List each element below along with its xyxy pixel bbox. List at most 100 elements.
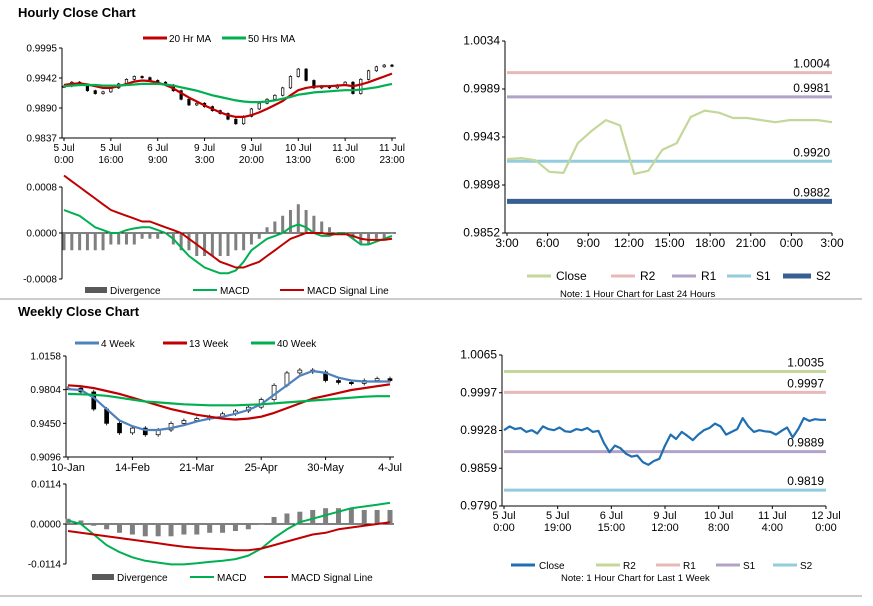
hourly-macd-divergence-bar — [78, 233, 82, 251]
legend-label-signal-wk: MACD Signal Line — [291, 573, 373, 584]
weekly-pivot-close-line — [503, 417, 826, 466]
weekly-price-legend: 4 Week 13 Week 40 Week — [75, 339, 317, 350]
weekly-price-4-week-line — [67, 369, 390, 432]
weekly-macd-legend: Divergence MACD MACD Signal Line — [92, 573, 373, 584]
weekly-price-xtick-label: 4-Jul — [378, 462, 402, 474]
hourly-price-candle — [195, 102, 199, 106]
legend-label-r2-w: R2 — [623, 561, 636, 572]
hourly-price-xtick-label: 5 Jul — [53, 143, 74, 154]
hourly-pivot-xtick-label: 3:00 — [820, 236, 844, 250]
legend-swatch-divergence — [85, 287, 107, 293]
weekly-macd-divergence-bar — [310, 509, 316, 524]
legend-label-r1-h: R1 — [701, 269, 717, 283]
hourly-macd-divergence-bar — [312, 215, 316, 233]
hourly-pivot-xtick-label: 9:00 — [577, 236, 601, 250]
hourly-pivot-ytick-label: 0.9898 — [463, 178, 500, 192]
weekly-price-xtick-label: 21-Mar — [179, 462, 214, 474]
weekly-pivot-legend: Close R2 R1 S1 S2 Note: 1 Hour Chart for… — [511, 561, 813, 584]
weekly-macd-divergence-bar — [374, 509, 380, 524]
legend-label-divergence-wk: Divergence — [117, 573, 168, 584]
hourly-macd-divergence-bar — [367, 233, 371, 245]
hourly-pivot-xtick-label: 0:00 — [780, 236, 804, 250]
hourly-pivot-close-line — [506, 109, 833, 175]
weekly-pivot-xtick-label: 6 Jul — [600, 510, 623, 522]
weekly-macd-macd-line — [67, 501, 391, 566]
hourly-price-candle — [140, 76, 144, 79]
hourly-macd-macd-line — [63, 209, 393, 275]
legend-label-13wk: 13 Week — [189, 339, 229, 350]
hourly-price-xtick-label: 13:00 — [286, 155, 311, 166]
weekly-price-candle — [387, 378, 393, 381]
weekly-macd-signal-line — [67, 521, 391, 552]
hourly-price-xtick-label: 20:00 — [239, 155, 264, 166]
weekly-price-ytick-label: 0.9804 — [30, 385, 61, 396]
hourly-macd-divergence-bar — [382, 233, 386, 239]
hourly-macd-divergence-bar — [187, 233, 191, 251]
hourly-price-xtick-label: 6:00 — [335, 155, 355, 166]
hourly-price-candle — [132, 76, 136, 80]
weekly-price-ytick-label: 1.0158 — [30, 352, 61, 363]
hourly-macd-divergence-bar — [328, 227, 332, 233]
weekly-pivot-xtick-label: 19:00 — [544, 522, 572, 534]
hourly-macd-divergence-bar — [273, 221, 277, 233]
hourly-price-ytick-label: 0.9890 — [26, 104, 57, 115]
weekly-macd-divergence-bar — [207, 524, 213, 533]
weekly-price-xtick-label: 25-Apr — [245, 462, 278, 474]
hourly-price-candle — [312, 80, 316, 89]
hourly-pivot-xtick-label: 6:00 — [536, 236, 560, 250]
hourly-pivot-ytick-label: 0.9989 — [463, 82, 500, 96]
hourly-price-xtick-label: 9 Jul — [241, 143, 262, 154]
legend-label-4wk: 4 Week — [101, 339, 136, 350]
hourly-macd-divergence-bar — [140, 233, 144, 239]
legend-label-signal: MACD Signal Line — [307, 286, 389, 297]
hourly-macd-divergence-bar — [179, 233, 183, 251]
hourly-macd-divergence-bar — [218, 233, 222, 256]
legend-label-r1-w: R1 — [683, 561, 696, 572]
weekly-macd-divergence-bar — [387, 509, 393, 524]
weekly-price-candle — [336, 380, 341, 383]
weekly-macd-divergence-bar — [258, 524, 264, 525]
weekly-section-title: Weekly Close Chart — [18, 304, 140, 319]
weekly-pivot-note: Note: 1 Hour Chart for Last 1 Week — [561, 573, 710, 584]
hourly-price-candle — [93, 90, 97, 94]
hourly-macd-divergence-bar — [320, 221, 324, 233]
hourly-price-candle — [101, 91, 105, 94]
legend-label-s2-h: S2 — [816, 269, 831, 283]
weekly-macd-divergence-bar — [181, 524, 187, 535]
weekly-pivot-xtick-label: 8:00 — [708, 522, 729, 534]
hourly-macd-ytick-label: 0.0008 — [26, 183, 57, 194]
legend-label-s1-h: S1 — [756, 269, 771, 283]
weekly-pivot-xtick-label: 0:00 — [493, 522, 514, 534]
hourly-section-title: Hourly Close Chart — [18, 5, 136, 20]
hourly-price-candle — [382, 64, 386, 68]
weekly-pivot-level-label-s1: 0.9889 — [787, 436, 824, 450]
hourly-price-candle — [374, 66, 378, 72]
hourly-macd-divergence-bar — [265, 227, 269, 233]
hourly-macd-divergence-bar — [85, 233, 89, 251]
hourly-price-legend: 20 Hr MA 50 Hrs MA — [143, 34, 296, 45]
weekly-pivot-xtick-label: 5 Jul — [492, 510, 515, 522]
hourly-price-candle — [249, 108, 254, 117]
hourly-price-candle — [281, 87, 285, 96]
hourly-macd-divergence-bar — [132, 233, 136, 245]
hourly-price-xtick-label: 9:00 — [148, 155, 168, 166]
weekly-macd-divergence-bar — [168, 524, 174, 537]
weekly-macd-ytick-label: -0.0114 — [28, 560, 62, 571]
weekly-price-candle — [297, 369, 303, 374]
hourly-macd-divergence-bar — [374, 233, 378, 239]
weekly-macd-divergence-bar — [91, 524, 97, 526]
hourly-price-xtick-label: 6 Jul — [147, 143, 168, 154]
weekly-macd-divergence-bar — [117, 524, 123, 533]
hourly-price-candle — [257, 102, 261, 110]
hourly-pivot-xtick-label: 15:00 — [654, 236, 684, 250]
hourly-macd-divergence-bar — [257, 233, 261, 239]
hourly-macd-divergence-bar — [148, 233, 152, 239]
legend-label-macd: MACD — [220, 286, 249, 297]
hourly-price-ytick-label: 0.9837 — [26, 134, 57, 145]
weekly-macd-divergence-bar — [284, 513, 290, 524]
hourly-macd-ytick-label: -0.0008 — [23, 275, 57, 286]
hourly-price-xtick-label: 10 Jul — [285, 143, 312, 154]
weekly-pivot-xtick-label: 12 Jul — [811, 510, 840, 522]
hourly-price-xtick-label: 11 Jul — [332, 143, 358, 154]
